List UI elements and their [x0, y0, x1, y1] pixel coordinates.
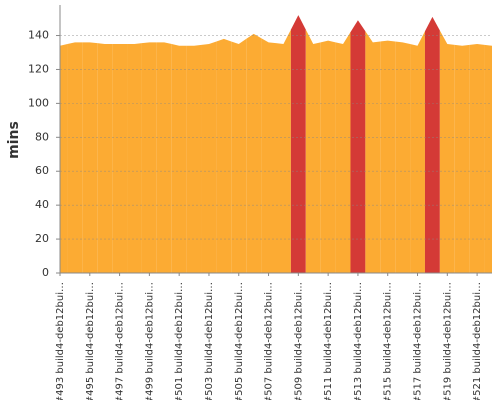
- x-tick-label: #507 build4-deb12bui…: [264, 282, 275, 400]
- area-segment: [67, 42, 83, 274]
- area-segment: [439, 30, 455, 273]
- x-tick-label: #519 build4-deb12bui…: [442, 282, 453, 400]
- area-segment: [97, 43, 113, 274]
- x-tick-label: #499 build4-deb12bui…: [144, 282, 155, 400]
- area-segment: [424, 16, 440, 274]
- area-segment: [469, 44, 485, 273]
- y-tick-label: 0: [42, 266, 49, 279]
- x-tick-label: #501 build4-deb12bui…: [174, 282, 185, 400]
- x-tick-label: #503 build4-deb12bui…: [204, 282, 215, 400]
- area-segment: [141, 42, 157, 274]
- area-segment: [171, 44, 187, 273]
- area-segment: [276, 29, 291, 273]
- area-segment: [305, 29, 321, 273]
- area-segment: [261, 38, 276, 273]
- area-segment: [350, 20, 366, 273]
- y-axis-label: mins: [6, 121, 22, 159]
- x-tick-label: #493 build4-deb12bui…: [55, 282, 66, 400]
- area-segment: [290, 15, 306, 273]
- area-segment: [335, 32, 351, 274]
- area-segment: [410, 31, 425, 274]
- x-tick-label: #515 build4-deb12bui…: [383, 282, 394, 400]
- y-tick-label: 120: [28, 62, 49, 75]
- area-segment: [380, 40, 396, 273]
- y-tick-label: 80: [35, 130, 49, 143]
- area-segment: [201, 41, 217, 273]
- x-tick-label: #509 build4-deb12bui…: [293, 282, 304, 400]
- x-tick-label: #505 build4-deb12bui…: [234, 282, 245, 400]
- x-tick-label: #497 build4-deb12bui…: [115, 282, 126, 400]
- area-segment: [365, 31, 381, 274]
- area-segment: [231, 38, 247, 274]
- area-segment: [216, 38, 232, 274]
- y-tick-label: 20: [35, 232, 49, 245]
- x-tick-label: #511 build4-deb12bui…: [323, 282, 334, 400]
- area-segment: [246, 33, 262, 273]
- area-segment: [60, 44, 68, 273]
- area-segment: [82, 42, 98, 274]
- x-tick-label: #513 build4-deb12bui…: [353, 282, 364, 400]
- x-tick-label: #521 build4-deb12bui…: [472, 282, 483, 400]
- x-tick-label: #517 build4-deb12bui…: [413, 282, 424, 400]
- area-segment: [320, 40, 336, 273]
- area-segment: [156, 42, 172, 274]
- x-tick-label: #495 build4-deb12bui…: [85, 282, 96, 400]
- area-segment: [186, 44, 202, 273]
- area-segment: [127, 43, 142, 274]
- area-segment: [112, 44, 128, 273]
- area-segment: [395, 41, 411, 273]
- y-tick-label: 140: [28, 29, 49, 42]
- y-tick-label: 100: [28, 96, 49, 109]
- area-segment: [484, 44, 492, 273]
- y-tick-label: 40: [35, 198, 49, 211]
- area-segment: [454, 44, 470, 273]
- y-tick-label: 60: [35, 164, 49, 177]
